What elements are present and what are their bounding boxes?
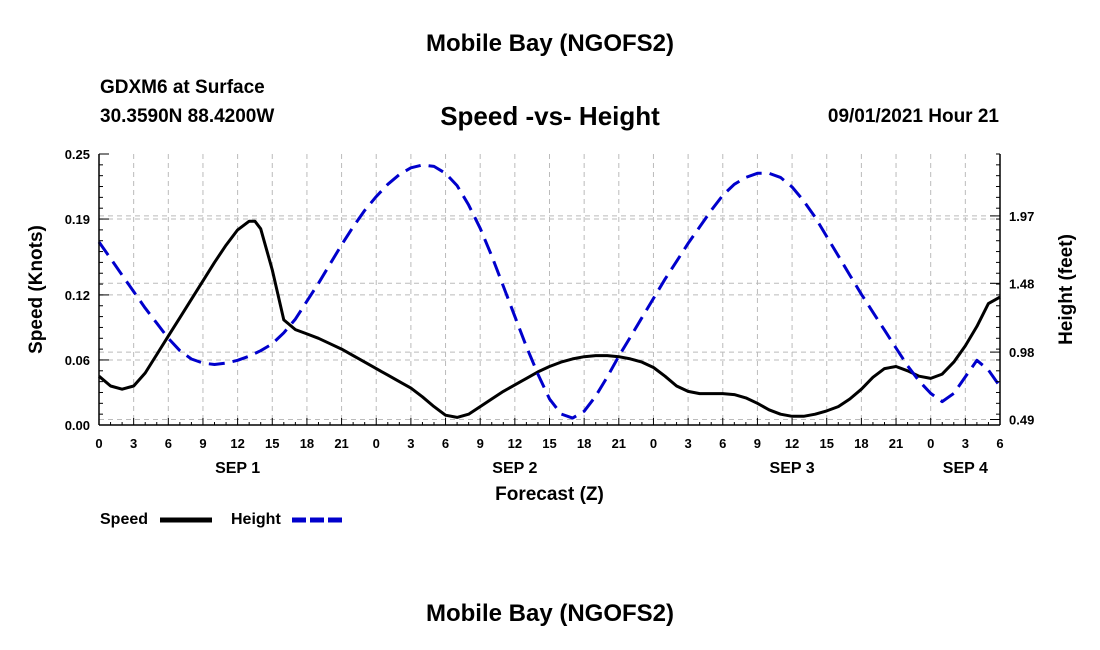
x-tick-label: 18 [577, 436, 591, 451]
x-tick-label: 3 [962, 436, 969, 451]
x-tick-label: 9 [477, 436, 484, 451]
station-label: GDXM6 at Surface [100, 77, 265, 98]
x-tick-label: 6 [719, 436, 726, 451]
x-tick-label: 12 [230, 436, 244, 451]
legend-label-speed: Speed [100, 511, 148, 528]
x-tick-label: 0 [95, 436, 102, 451]
y2-tick-label: 0.98 [1009, 345, 1034, 360]
x-tick-label: 18 [300, 436, 314, 451]
x-tick-label: 6 [996, 436, 1003, 451]
y2-tick-label: 1.48 [1009, 276, 1034, 291]
x-tick-label: 6 [442, 436, 449, 451]
x-tick-label: 0 [373, 436, 380, 451]
y2-axis-title: Height (feet) [1056, 234, 1077, 345]
x-tick-label: 21 [612, 436, 626, 451]
x-tick-label: 18 [854, 436, 868, 451]
x-tick-label: 15 [542, 436, 556, 451]
day-label: SEP 4 [943, 460, 988, 477]
x-tick-label: 12 [508, 436, 522, 451]
chart-title: Mobile Bay (NGOFS2) [425, 30, 675, 57]
y-tick-label: 0.00 [65, 418, 90, 433]
y2-tick-label: 0.49 [1009, 412, 1034, 427]
day-label: SEP 3 [770, 460, 815, 477]
x-tick-label: 21 [334, 436, 348, 451]
forecast-datetime: 09/01/2021 Hour 21 [827, 106, 999, 127]
y-tick-label: 0.25 [65, 147, 90, 162]
x-tick-label: 12 [785, 436, 799, 451]
legend-label-height: Height [231, 511, 281, 528]
footer-title: Mobile Bay (NGOFS2) [425, 600, 675, 627]
x-tick-label: 3 [684, 436, 691, 451]
y-axis-title: Speed (Knots) [26, 225, 47, 354]
x-tick-label: 0 [650, 436, 657, 451]
x-tick-label: 0 [927, 436, 934, 451]
chart-subtitle: Speed -vs- Height [440, 101, 660, 131]
station-coordinates: 30.3590N 88.4200W [100, 106, 275, 127]
x-tick-label: 3 [130, 436, 137, 451]
x-tick-label: 6 [165, 436, 172, 451]
x-tick-label: 9 [754, 436, 761, 451]
day-label: SEP 1 [215, 460, 260, 477]
y-tick-label: 0.19 [65, 212, 90, 227]
height-series-line [97, 163, 1002, 420]
speed-series-line [98, 219, 1001, 419]
y-tick-label: 0.12 [65, 288, 90, 303]
x-tick-label: 9 [199, 436, 206, 451]
day-label: SEP 2 [492, 460, 537, 477]
x-axis-title: Forecast (Z) [495, 484, 604, 505]
x-tick-label: 15 [819, 436, 833, 451]
x-tick-label: 3 [407, 436, 414, 451]
y2-tick-label: 1.97 [1009, 209, 1034, 224]
x-tick-label: 15 [265, 436, 279, 451]
x-tick-label: 21 [889, 436, 903, 451]
y-tick-label: 0.06 [65, 353, 90, 368]
